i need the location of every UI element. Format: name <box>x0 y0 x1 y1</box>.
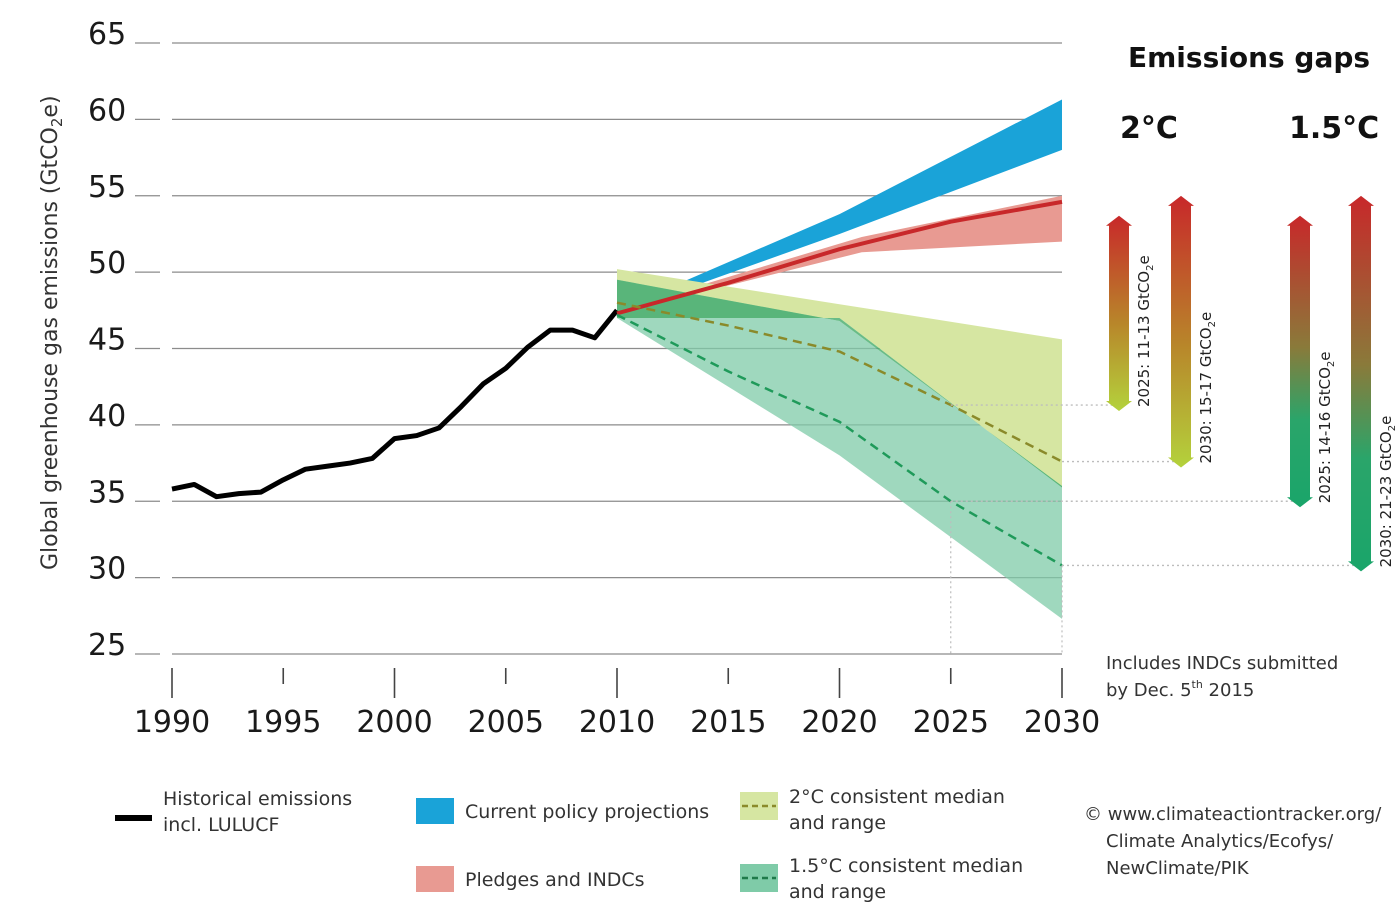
legend-label-historical-line1: Historical emissions <box>163 788 352 810</box>
x-tick-1990: 1990 <box>134 705 210 740</box>
emissions-gaps-title: Emissions gaps <box>1128 41 1370 74</box>
line-historical-emissions-incl-lulucf <box>171 308 619 500</box>
y-tick-55: 55 <box>88 170 126 205</box>
gap-label-end-2: e <box>1316 352 1334 361</box>
indc-note-line1: Includes INDCs submitted <box>1106 653 1338 674</box>
legend-label-pledges: Pledges and INDCs <box>465 869 645 891</box>
x-tick-2000: 2000 <box>356 705 432 740</box>
legend-item-2c: 2°C consistent median and range <box>740 786 1005 834</box>
legend-label-15c-line1: 1.5°C consistent median <box>789 855 1023 877</box>
line-pledges-and-indcs-median <box>616 199 1063 316</box>
gap-guide-lines <box>950 404 1361 654</box>
x-tick-2010: 2010 <box>579 705 655 740</box>
credit-line3: NewClimate/PIK <box>1106 858 1250 879</box>
gap-label-text-3: 2030: 21-23 GtCO <box>1377 431 1395 567</box>
gap-label-3: 2030: 21-23 GtCO2e <box>1377 416 1397 568</box>
y-tick-35: 35 <box>88 475 126 510</box>
y-axis-ticks: 65 60 55 50 45 40 35 30 25 <box>88 17 126 663</box>
legend-label-historical-line2: incl. LULUCF <box>163 814 279 836</box>
gap-bar-2 <box>1287 215 1313 508</box>
legend: Historical emissions incl. LULUCF Current… <box>115 786 1023 903</box>
legend-item-historical: Historical emissions incl. LULUCF <box>115 788 352 836</box>
range-1-5-c-consistent-median-and-range <box>617 279 1062 619</box>
x-tick-2025: 2025 <box>913 705 989 740</box>
legend-item-15c: 1.5°C consistent median and range <box>740 855 1023 903</box>
x-tick-2015: 2015 <box>690 705 766 740</box>
indc-note-line2-end: 2015 <box>1203 680 1255 701</box>
legend-label-current-policy: Current policy projections <box>465 801 709 823</box>
legend-label-15c: 1.5°C consistent median and range <box>789 855 1023 903</box>
y-tick-30: 30 <box>88 552 126 587</box>
y-tick-50: 50 <box>88 246 126 281</box>
x-tick-1995: 1995 <box>245 705 321 740</box>
credit-text: © www.climateactiontracker.org/Climate A… <box>1084 804 1382 879</box>
legend-label-2c: 2°C consistent median and range <box>789 786 1005 834</box>
line-2-c-consistent-median <box>616 301 1063 463</box>
series-lines <box>171 199 1063 567</box>
x-tick-2020: 2020 <box>801 705 877 740</box>
y-tick-25: 25 <box>88 628 126 663</box>
gap-label-text-2: 2025: 14-16 GtCO <box>1316 367 1334 503</box>
y-tick-65: 65 <box>88 17 126 52</box>
range-2-c-consistent-median-and-range <box>617 269 1062 488</box>
gap-label-0: 2025: 11-13 GtCO2e <box>1135 255 1156 407</box>
x-tick-2005: 2005 <box>468 705 544 740</box>
indc-note-sup: th <box>1192 678 1203 691</box>
credit-line2: Climate Analytics/Ecofys/ <box>1106 831 1334 852</box>
y-tick-45: 45 <box>88 323 126 358</box>
legend-swatch-current-policy <box>416 798 454 824</box>
legend-label-historical: Historical emissions incl. LULUCF <box>163 788 352 836</box>
y-axis-label: Global greenhouse gas emissions (GtCO2e) <box>38 95 66 570</box>
y-axis-label-end: e) <box>38 95 63 117</box>
gap-label-end-0: e <box>1135 255 1153 264</box>
indc-note: Includes INDCs submitted by Dec. 5th 2015 <box>1106 653 1338 701</box>
gap-bar-3 <box>1348 195 1374 572</box>
legend-label-2c-line2: and range <box>789 812 886 834</box>
gap-label-end-3: e <box>1377 416 1395 425</box>
gap-label-1: 2030: 15-17 GtCO2e <box>1197 312 1218 464</box>
gap-label-sub-0: 2 <box>1145 265 1156 271</box>
legend-item-pledges: Pledges and INDCs <box>416 866 645 892</box>
gap-label-sub-2: 2 <box>1326 361 1337 367</box>
y-tick-60: 60 <box>88 93 126 128</box>
gap-group-label-2c: 2°C <box>1120 111 1178 146</box>
gap-label-end-1: e <box>1197 312 1215 321</box>
x-tick-2030: 2030 <box>1024 705 1100 740</box>
line-1-5-c-consistent-median <box>616 313 1063 567</box>
credit-line1: © www.climateactiontracker.org/ <box>1084 804 1382 825</box>
gap-label-text-1: 2030: 15-17 GtCO <box>1197 327 1215 463</box>
gap-label-text-0: 2025: 11-13 GtCO <box>1135 271 1153 407</box>
gap-label-sub-3: 2 <box>1387 425 1397 431</box>
y-axis-label-main: Global greenhouse gas emissions (GtCO <box>38 127 63 570</box>
legend-swatch-pledges <box>416 866 454 892</box>
indc-note-line2: by Dec. 5 <box>1106 680 1192 701</box>
gap-label-sub-1: 2 <box>1207 321 1218 327</box>
legend-label-15c-line2: and range <box>789 881 886 903</box>
y-axis-label-sub: 2 <box>48 118 66 128</box>
legend-item-current-policy: Current policy projections <box>416 798 709 824</box>
gap-group-label-15c: 1.5°C <box>1289 111 1379 146</box>
x-axis-ticks: 1990 1995 2000 2005 2010 2015 2020 2025 2030 <box>134 668 1100 740</box>
gap-label-2: 2025: 14-16 GtCO2e <box>1316 352 1337 504</box>
projection-ranges <box>617 99 1062 619</box>
gap-bar-1 <box>1168 195 1194 468</box>
gap-bar-0 <box>1106 215 1132 412</box>
y-tick-40: 40 <box>88 399 126 434</box>
legend-label-2c-line1: 2°C consistent median <box>789 786 1005 808</box>
